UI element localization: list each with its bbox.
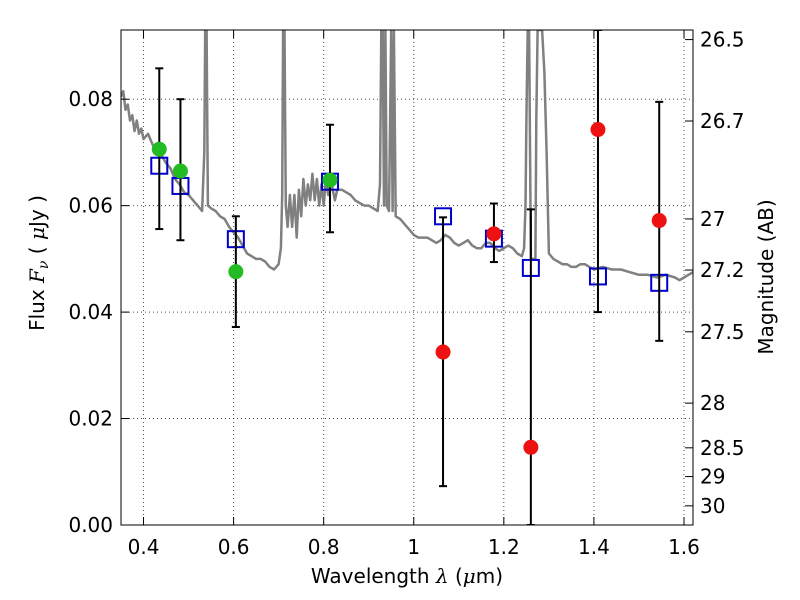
x-tick-label: 1.4 [578,535,610,559]
y-axis-label: Flux Fν ( μJy ) [25,195,52,331]
template-spectrum-line [121,30,693,282]
mag-tick-label: 28.5 [700,436,745,460]
plot-frame [120,29,694,526]
x-tick-label: 0.6 [218,535,250,559]
y-tick-label: 0.06 [68,194,113,218]
y-tick-label: 0.08 [68,87,113,111]
mag-tick-label: 28 [700,391,725,415]
axis-ticks: 0.4 0.6 0.8 1 1.2 1.4 1.6 0.00 0.02 0.04 0.06 0.08 2… [68,28,744,559]
x-tick-label: 1 [407,535,420,559]
x-tick-label: 1.6 [668,535,700,559]
observed-point-green [228,264,244,280]
observed-point-red [486,226,502,242]
mag-tick-label: 27 [700,207,725,231]
observed-point-red [651,213,667,229]
mag-tick-label: 26.5 [700,28,745,52]
y2-axis-label: Magnitude (AB) [754,199,778,354]
y-tick-label: 0.00 [68,513,113,537]
x-tick-label: 1.2 [488,535,520,559]
mag-tick-label: 30 [700,494,725,518]
mag-tick-label: 26.7 [700,109,745,133]
mag-tick-label: 29 [700,465,725,489]
observed-point-red [590,122,606,138]
x-tick-label: 0.8 [308,535,340,559]
mag-tick-label: 27.5 [700,320,745,344]
y-tick-label: 0.04 [68,300,113,324]
observed-point-green [151,141,167,157]
observed-point-red [435,344,451,360]
x-axis-label: Wavelength λ (μm) [311,564,503,588]
mag-tick-label: 27.2 [700,258,745,282]
y-tick-label: 0.02 [68,407,113,431]
observed-point-green [172,163,188,179]
plot-content [121,30,693,525]
observed-point-red [523,439,539,455]
x-tick-label: 0.4 [128,535,160,559]
observed-point-green [322,172,338,188]
